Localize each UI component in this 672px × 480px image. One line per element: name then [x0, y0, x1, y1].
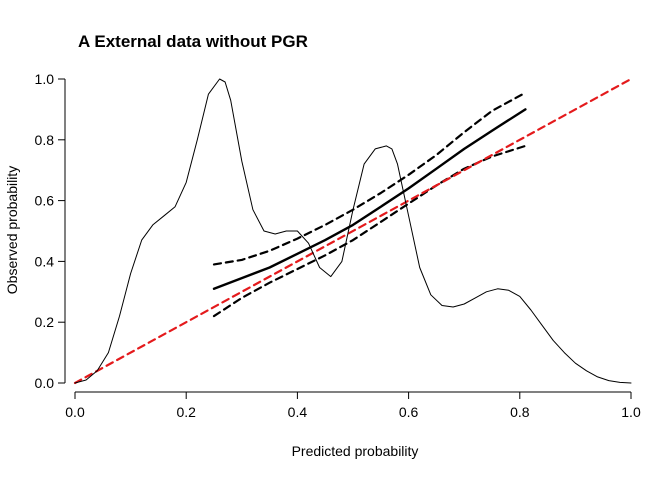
y-tick-label: 0.2	[35, 314, 55, 330]
x-tick-label: 0.2	[176, 404, 196, 420]
y-axis-label: Observed probability	[4, 166, 20, 294]
plot-series	[73, 77, 633, 385]
calibration-curve	[212, 108, 527, 290]
y-axis-ticks: 0.0 0.2 0.4 0.6 0.8 1.0	[35, 71, 65, 391]
y-tick-label: 0.8	[35, 132, 55, 148]
y-tick-label: 0.0	[35, 375, 55, 391]
x-tick-label: 0.0	[65, 404, 85, 420]
y-tick-label: 0.4	[35, 253, 55, 269]
x-tick-label: 1.0	[621, 404, 641, 420]
y-tick-label: 0.6	[35, 193, 55, 209]
x-axis-ticks: 0.0 0.2 0.4 0.6 0.8 1.0	[65, 392, 641, 420]
reference-diagonal-line	[73, 77, 633, 385]
chart-title: A External data without PGR	[78, 32, 308, 51]
x-tick-label: 0.8	[510, 404, 530, 420]
density-curve	[74, 78, 632, 384]
confidence-band-line	[212, 91, 527, 266]
y-tick-label: 1.0	[35, 71, 55, 87]
x-axis-label: Predicted probability	[292, 443, 419, 459]
confidence-band-line	[212, 144, 527, 318]
x-tick-label: 0.4	[288, 404, 308, 420]
x-tick-label: 0.6	[399, 404, 419, 420]
